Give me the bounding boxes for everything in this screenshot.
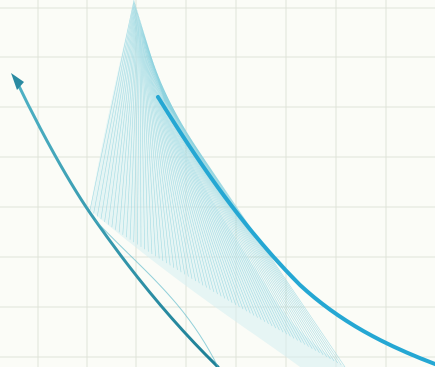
shaded-region (89, 0, 346, 367)
left-curve (11, 73, 220, 367)
hatch-line (140, 21, 145, 250)
hatch-line (147, 45, 207, 288)
hatch-line (146, 41, 196, 282)
hatch-line (143, 32, 175, 268)
hatch-line (100, 4, 136, 220)
hatch-line (140, 24, 153, 254)
hatch-line (122, 12, 139, 235)
hatch-line (129, 15, 140, 240)
left-curve-inner-line (94, 219, 219, 367)
hatch-line (147, 47, 211, 290)
hatch-line (140, 22, 149, 252)
hatch-line (139, 19, 142, 247)
hatch-line (143, 34, 178, 270)
hatch-line (142, 28, 164, 261)
hatch-line (118, 11, 138, 233)
hatch-line (137, 18, 140, 245)
arrowhead-icon (11, 73, 24, 90)
hatch-line (126, 14, 139, 238)
hatch-line (143, 31, 171, 266)
hatch-line (145, 38, 189, 277)
hatch-line (93, 1, 135, 214)
hatch-line (144, 37, 186, 275)
hatch-line (149, 51, 222, 297)
hatch-line (145, 39, 193, 279)
hatch-line (115, 9, 138, 230)
hatch-line (89, 0, 135, 211)
hatch-lines (89, 0, 346, 367)
hatch-line (148, 48, 215, 293)
right-curve (156, 95, 435, 366)
hatch-line (144, 35, 182, 273)
hatch-line (104, 5, 137, 222)
shaded-area-fill (90, 0, 345, 367)
hatch-line (146, 44, 204, 286)
hatch-line (111, 8, 137, 228)
hatch-line (141, 27, 160, 259)
hatch-line (141, 25, 156, 257)
hatch-line (107, 7, 137, 225)
hatch-line (148, 49, 218, 295)
right-curve-line (156, 95, 435, 366)
hatch-line (96, 2, 136, 217)
hatch-line (142, 29, 167, 264)
hatch-line (133, 17, 140, 243)
hatch-line (146, 42, 200, 284)
